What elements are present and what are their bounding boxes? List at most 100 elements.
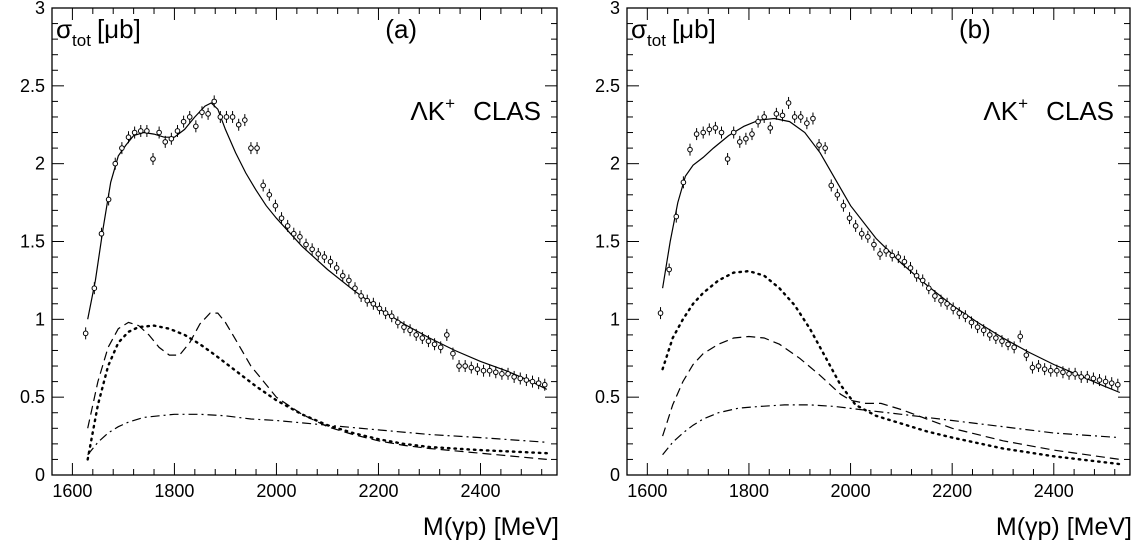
data-point <box>254 142 260 155</box>
data-marker <box>112 160 119 167</box>
data-point <box>98 227 105 240</box>
data-point <box>333 261 340 274</box>
data-point <box>700 126 707 139</box>
data-point <box>150 152 156 165</box>
data-marker <box>1108 380 1115 386</box>
annotation-lambda-k: ΛK <box>410 96 445 126</box>
annotation-superscript: + <box>1018 94 1028 113</box>
data-marker <box>779 112 786 119</box>
data-point <box>272 199 279 212</box>
data-point <box>1102 375 1109 388</box>
data-marker <box>938 297 944 304</box>
data-point <box>425 335 432 348</box>
data-marker <box>413 332 420 338</box>
data-point <box>822 142 828 155</box>
data-point <box>791 110 798 123</box>
data-marker <box>499 371 505 377</box>
data-marker <box>755 118 761 125</box>
y-tick-label: 2 <box>610 154 620 174</box>
data-point <box>413 328 420 341</box>
curve-dashed <box>662 335 1120 460</box>
data-marker <box>1035 363 1042 369</box>
data-marker <box>1011 344 1017 351</box>
data-point <box>419 332 426 345</box>
data-marker <box>541 381 548 388</box>
data-marker <box>846 215 853 221</box>
data-point <box>950 302 956 315</box>
data-point <box>431 338 438 351</box>
data-marker <box>468 364 475 371</box>
x-tick-label: 2000 <box>256 481 296 501</box>
data-marker <box>535 380 542 386</box>
data-point <box>468 361 475 374</box>
data-point <box>974 321 981 334</box>
x-tick-label: 2400 <box>1034 481 1074 501</box>
data-marker <box>1060 369 1066 376</box>
data-marker <box>419 335 426 341</box>
data-point <box>938 294 944 307</box>
data-point <box>480 364 487 377</box>
data-point <box>511 370 517 383</box>
y-tick-label: 1.5 <box>20 232 45 252</box>
data-point <box>840 199 847 212</box>
annotation-superscript: + <box>445 94 455 113</box>
data-marker <box>284 223 291 229</box>
data-point <box>388 310 395 323</box>
data-point <box>1041 363 1048 376</box>
panel-label: (a) <box>385 14 417 44</box>
data-marker <box>919 277 926 284</box>
data-point <box>364 294 371 307</box>
data-point <box>773 107 780 120</box>
data-point <box>743 132 749 145</box>
data-marker <box>321 254 328 260</box>
data-point <box>962 310 969 323</box>
data-point <box>657 307 664 320</box>
data-marker <box>137 128 144 134</box>
data-marker <box>944 300 950 307</box>
data-marker <box>235 121 242 128</box>
data-point <box>828 179 835 192</box>
data-point <box>382 307 389 320</box>
data-marker <box>1066 371 1072 377</box>
data-point <box>932 289 938 302</box>
data-marker <box>1072 371 1078 377</box>
data-point <box>706 123 713 136</box>
data-point <box>321 251 328 264</box>
data-marker <box>712 125 719 131</box>
data-marker <box>810 115 816 122</box>
data-marker <box>680 179 687 186</box>
data-marker <box>346 277 352 284</box>
curve-dashed <box>87 312 547 460</box>
data-marker <box>358 293 364 299</box>
data-point <box>673 210 680 223</box>
data-marker <box>1090 375 1097 382</box>
data-marker <box>186 114 193 120</box>
data-marker <box>395 319 401 326</box>
data-point <box>105 193 112 206</box>
data-point <box>834 188 841 201</box>
data-marker <box>511 374 517 380</box>
data-point <box>229 110 236 123</box>
curve-solid <box>662 117 1121 394</box>
plot-area <box>657 96 1121 466</box>
data-marker <box>327 258 334 265</box>
data-marker <box>376 305 383 312</box>
data-marker <box>901 258 908 265</box>
data-point <box>352 282 358 295</box>
data-point <box>1017 330 1024 343</box>
data-point <box>186 110 193 123</box>
data-marker <box>858 230 865 237</box>
data-point <box>877 247 883 260</box>
data-marker <box>211 98 218 105</box>
data-marker <box>700 129 707 136</box>
data-point <box>297 230 303 243</box>
data-point <box>889 249 896 262</box>
dataset-annotation: ΛK+ CLAS <box>410 94 541 126</box>
data-marker <box>388 313 395 320</box>
data-marker <box>1047 367 1054 374</box>
data-point <box>462 360 468 373</box>
data-marker <box>986 332 993 338</box>
data-point <box>144 124 150 137</box>
data-point <box>846 212 853 225</box>
data-marker <box>529 378 536 385</box>
